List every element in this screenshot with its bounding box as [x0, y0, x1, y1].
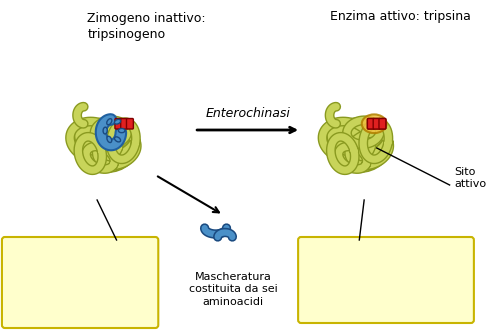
Ellipse shape [75, 118, 138, 172]
Ellipse shape [96, 120, 131, 150]
FancyBboxPatch shape [367, 119, 374, 129]
FancyBboxPatch shape [367, 119, 374, 129]
Ellipse shape [340, 141, 371, 169]
FancyBboxPatch shape [298, 237, 474, 323]
Text: Enzima attivo: tripsina: Enzima attivo: tripsina [330, 10, 471, 23]
FancyBboxPatch shape [373, 119, 380, 129]
Ellipse shape [87, 141, 118, 169]
Ellipse shape [328, 118, 391, 172]
FancyBboxPatch shape [373, 119, 380, 129]
Text: ...trasformando
il tripsinogeno
nell'enzima digestivo
attivo tripsina.: ...trasformando il tripsinogeno nell'enz… [330, 255, 442, 305]
Ellipse shape [348, 120, 384, 150]
FancyBboxPatch shape [115, 119, 122, 129]
FancyBboxPatch shape [121, 119, 128, 129]
Ellipse shape [107, 119, 112, 125]
Ellipse shape [107, 136, 112, 142]
Text: Enterochinasi: Enterochinasi [205, 107, 290, 120]
FancyBboxPatch shape [379, 119, 386, 129]
Ellipse shape [362, 115, 386, 133]
FancyBboxPatch shape [2, 237, 158, 328]
Text: L'enzima enterochinasi
rimuove una catena di
sei aminoacidi che
mascherano il si: L'enzima enterochinasi rimuove una caten… [20, 251, 140, 314]
Text: Zimogeno inattivo:
tripsinogeno: Zimogeno inattivo: tripsinogeno [88, 12, 206, 41]
Ellipse shape [115, 137, 121, 142]
Ellipse shape [347, 134, 388, 169]
FancyBboxPatch shape [126, 119, 133, 129]
Ellipse shape [118, 128, 125, 133]
Ellipse shape [327, 119, 372, 158]
Text: Mascheratura
costituita da sei
aminoacidi: Mascheratura costituita da sei aminoacid… [189, 272, 278, 307]
Ellipse shape [95, 134, 135, 169]
FancyBboxPatch shape [379, 119, 386, 129]
Ellipse shape [103, 127, 107, 134]
Text: Sito
attivo: Sito attivo [455, 167, 486, 189]
Ellipse shape [74, 119, 120, 158]
Ellipse shape [114, 119, 121, 124]
